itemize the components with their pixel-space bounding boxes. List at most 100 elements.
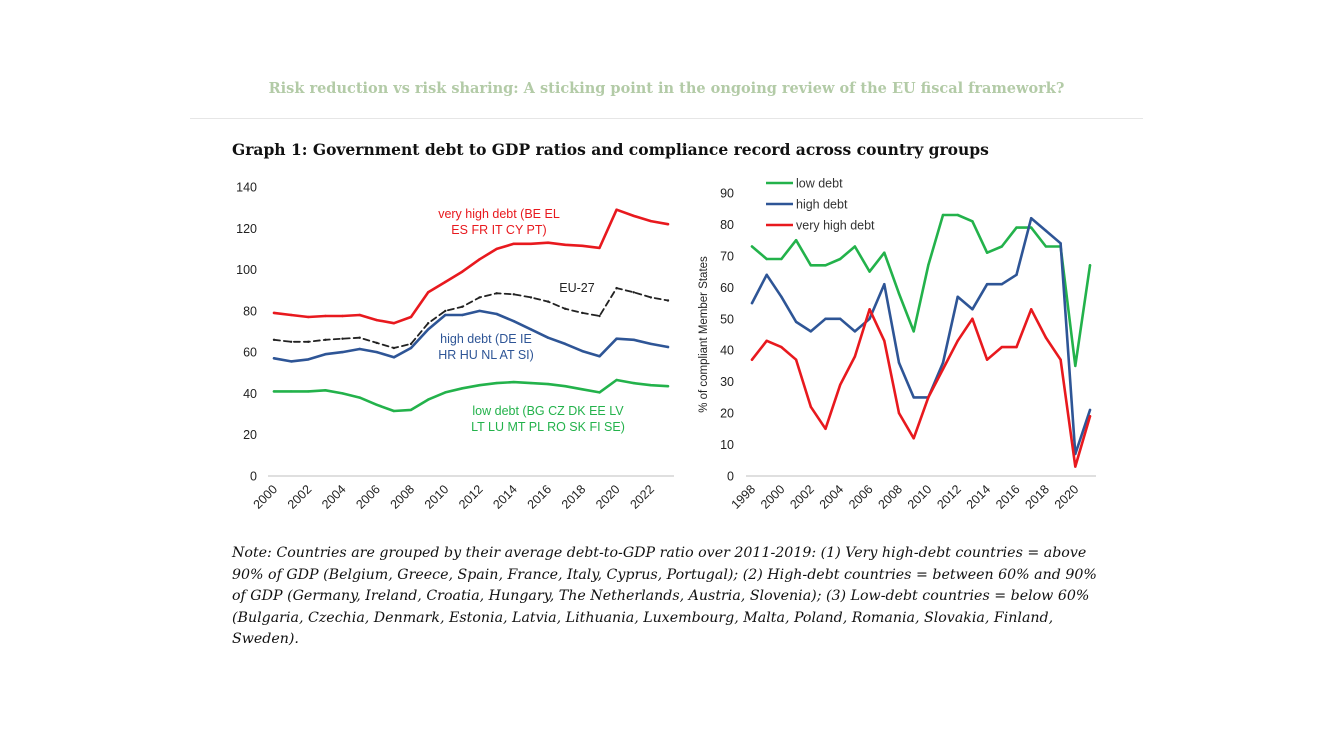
data-point xyxy=(765,339,768,342)
data-point xyxy=(765,257,768,261)
data-point xyxy=(1059,242,1062,245)
data-point xyxy=(598,246,601,250)
data-point xyxy=(392,356,396,359)
data-point xyxy=(632,291,635,294)
data-point xyxy=(765,273,768,276)
data-point xyxy=(512,242,515,245)
data-point xyxy=(307,340,310,343)
data-point xyxy=(495,247,498,251)
data-point xyxy=(1030,217,1033,220)
y-tick-label: 40 xyxy=(243,387,257,401)
data-point xyxy=(632,338,635,341)
data-point xyxy=(546,336,550,339)
data-point xyxy=(478,309,481,313)
data-point xyxy=(341,350,344,354)
x-tick-label: 2000 xyxy=(758,482,788,512)
x-tick-label: 2020 xyxy=(1052,482,1082,512)
data-point xyxy=(546,382,550,386)
data-point xyxy=(272,390,276,393)
y-tick-label: 0 xyxy=(727,470,734,484)
data-point xyxy=(824,427,827,430)
data-point xyxy=(883,283,886,286)
data-point xyxy=(478,384,481,387)
data-point xyxy=(883,251,886,254)
data-point xyxy=(985,251,989,254)
legend-label: high debt xyxy=(796,198,848,212)
data-point xyxy=(409,408,413,412)
x-tick-label: 2010 xyxy=(905,482,935,512)
data-point xyxy=(324,353,327,356)
data-point xyxy=(392,346,396,350)
data-point xyxy=(809,264,812,267)
x-tick-label: 2020 xyxy=(593,482,623,512)
data-point xyxy=(897,361,901,364)
x-tick-label: 2008 xyxy=(388,482,418,512)
data-point xyxy=(956,339,959,342)
x-tick-label: 2016 xyxy=(993,482,1023,512)
data-point xyxy=(392,322,396,325)
data-point xyxy=(307,358,310,361)
data-point xyxy=(1044,245,1048,248)
data-point xyxy=(289,390,293,393)
data-point xyxy=(615,286,618,290)
x-tick-label: 2012 xyxy=(934,482,964,512)
data-point xyxy=(649,219,653,223)
data-point xyxy=(495,381,498,385)
data-point xyxy=(897,292,901,295)
data-point xyxy=(341,314,344,318)
series-label: ES FR IT CY PT) xyxy=(451,223,546,237)
data-point xyxy=(461,387,464,390)
data-point xyxy=(444,280,447,284)
series-very-high-debt xyxy=(272,208,670,325)
data-point xyxy=(427,328,430,331)
series-eu-27 xyxy=(272,286,670,350)
data-point xyxy=(461,270,464,273)
data-point xyxy=(780,257,783,261)
data-point xyxy=(1044,229,1048,232)
data-point xyxy=(868,308,871,311)
data-point xyxy=(289,313,293,317)
data-point xyxy=(1015,226,1018,229)
x-tick-label: 2012 xyxy=(456,482,486,512)
data-point xyxy=(750,245,754,248)
data-point xyxy=(358,347,361,351)
data-point xyxy=(512,380,515,384)
data-point xyxy=(461,305,464,308)
data-point xyxy=(529,381,533,385)
series-line xyxy=(750,213,1092,368)
data-point xyxy=(809,330,812,333)
y-tick-label: 50 xyxy=(720,312,734,326)
series-line xyxy=(273,287,669,349)
data-point xyxy=(839,257,842,261)
y-tick-label: 80 xyxy=(243,304,257,318)
data-point xyxy=(564,342,567,346)
series-label: very high debt (BE EL xyxy=(438,207,560,221)
graph-title: Graph 1: Government debt to GDP ratios a… xyxy=(232,140,989,159)
data-point xyxy=(272,311,276,315)
series-very-high-debt xyxy=(750,307,1092,468)
x-tick-label: 2014 xyxy=(964,482,994,512)
data-point xyxy=(1088,415,1092,418)
data-point xyxy=(1000,283,1003,286)
y-tick-label: 80 xyxy=(720,218,734,232)
x-tick-label: 2018 xyxy=(559,482,589,512)
data-point xyxy=(1088,408,1092,412)
data-point xyxy=(564,243,567,246)
x-tick-label: 2016 xyxy=(525,482,555,512)
data-point xyxy=(546,241,550,244)
data-point xyxy=(839,317,842,320)
data-point xyxy=(358,396,361,399)
data-point xyxy=(883,339,886,342)
data-point xyxy=(1044,336,1048,339)
data-point xyxy=(529,296,533,299)
y-axis-title: % of compliant Member States xyxy=(698,256,710,413)
data-point xyxy=(897,411,901,415)
y-tick-label: 100 xyxy=(236,263,257,277)
data-point xyxy=(971,317,974,320)
y-tick-label: 40 xyxy=(720,344,734,358)
data-point xyxy=(375,318,378,322)
x-tick-label: 2002 xyxy=(787,482,817,512)
data-point xyxy=(427,291,430,294)
y-tick-label: 60 xyxy=(720,281,734,295)
